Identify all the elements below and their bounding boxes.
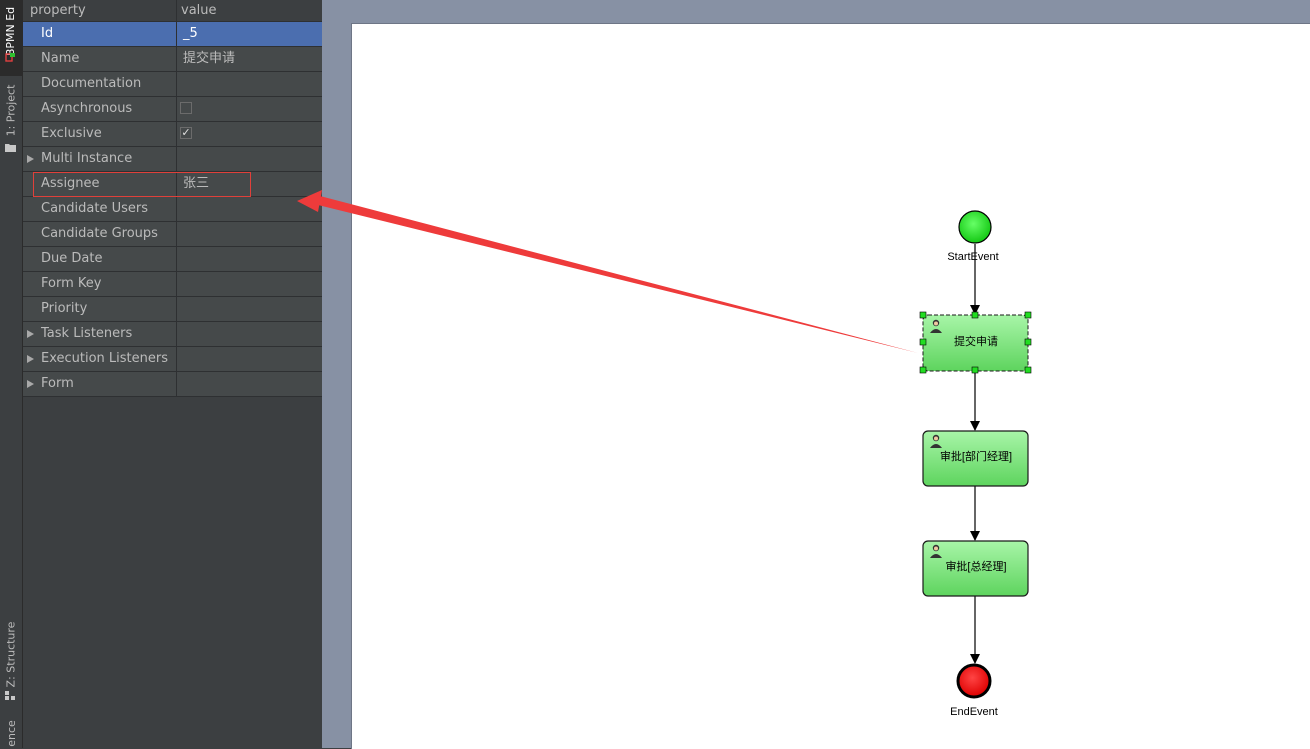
tab-structure[interactable]: Z: Structure bbox=[0, 618, 22, 704]
tool-window-strip: BPMN Ed 1: Project Z: Structure ence bbox=[0, 0, 23, 748]
structure-icon bbox=[5, 691, 15, 700]
property-name: Asynchronous bbox=[41, 101, 133, 116]
property-row-exclusive[interactable]: Exclusive ✓ bbox=[23, 122, 322, 147]
header-property: property bbox=[30, 3, 86, 18]
property-row-due-date[interactable]: Due Date bbox=[23, 247, 322, 272]
property-value-execution-listeners bbox=[176, 347, 323, 371]
property-value-assignee[interactable]: 张三 bbox=[176, 172, 323, 196]
bpmn-icon bbox=[5, 53, 15, 62]
task-general-manager-approval[interactable]: 审批[总经理] bbox=[922, 540, 1029, 597]
task-dept-manager-approval[interactable]: 审批[部门经理] bbox=[922, 430, 1029, 487]
property-name: Name bbox=[41, 51, 80, 66]
property-row-name[interactable]: Name 提交申请 bbox=[23, 47, 322, 72]
property-name: Form Key bbox=[41, 276, 102, 291]
expand-arrow-icon[interactable] bbox=[27, 355, 34, 363]
property-row-multi-instance[interactable]: Multi Instance bbox=[23, 147, 322, 172]
properties-header: property value bbox=[23, 0, 322, 22]
header-value: value bbox=[176, 0, 323, 21]
property-row-form[interactable]: Form bbox=[23, 372, 322, 397]
tab-project[interactable]: 1: Project bbox=[0, 80, 22, 154]
property-value-exclusive: ✓ bbox=[176, 122, 323, 146]
selection-handles[interactable] bbox=[919, 311, 1032, 374]
property-value-task-listeners bbox=[176, 322, 323, 346]
property-name: Exclusive bbox=[41, 126, 102, 141]
property-name: Priority bbox=[41, 301, 88, 316]
start-event-label: StartEvent bbox=[947, 251, 998, 263]
end-event[interactable] bbox=[956, 663, 992, 699]
property-row-candidate-users[interactable]: Candidate Users bbox=[23, 197, 322, 222]
property-value-form-key[interactable] bbox=[176, 272, 323, 296]
property-value-asynchronous bbox=[176, 97, 323, 121]
user-task-icon bbox=[930, 434, 942, 448]
end-event-label: EndEvent bbox=[950, 706, 998, 718]
property-name: Candidate Groups bbox=[41, 226, 158, 241]
task-submit-application[interactable]: 提交申请 bbox=[919, 311, 1032, 374]
property-row-candidate-groups[interactable]: Candidate Groups bbox=[23, 222, 322, 247]
property-row-priority[interactable]: Priority bbox=[23, 297, 322, 322]
expand-arrow-icon[interactable] bbox=[27, 155, 34, 163]
property-name: Execution Listeners bbox=[41, 351, 169, 366]
diagram-canvas[interactable] bbox=[351, 23, 1310, 749]
property-name: Candidate Users bbox=[41, 201, 148, 216]
property-row-task-listeners[interactable]: Task Listeners bbox=[23, 322, 322, 347]
property-row-form-key[interactable]: Form Key bbox=[23, 272, 322, 297]
property-row-id[interactable]: Id _5 bbox=[23, 22, 323, 47]
exclusive-checkbox[interactable]: ✓ bbox=[180, 126, 192, 139]
property-value-documentation[interactable] bbox=[176, 72, 323, 96]
property-name: Documentation bbox=[41, 76, 142, 91]
task-label: 审批[部门经理] bbox=[940, 449, 1012, 463]
property-name: Due Date bbox=[41, 251, 103, 266]
task-label: 提交申请 bbox=[954, 334, 998, 348]
property-row-asynchronous[interactable]: Asynchronous bbox=[23, 97, 322, 122]
property-name: Id bbox=[41, 26, 54, 41]
property-name: Multi Instance bbox=[41, 151, 133, 166]
user-task-icon bbox=[930, 544, 942, 558]
annotation-arrow bbox=[297, 190, 918, 353]
tab-bpmn-editor[interactable]: BPMN Ed bbox=[0, 0, 22, 76]
properties-panel: property value Id _5 Name 提交申请 Documenta… bbox=[23, 0, 323, 748]
property-name: Task Listeners bbox=[41, 326, 133, 341]
property-value-id[interactable]: _5 bbox=[176, 22, 323, 46]
property-value-candidate-groups[interactable] bbox=[176, 222, 323, 246]
property-name: Form bbox=[41, 376, 74, 391]
asynchronous-checkbox[interactable] bbox=[180, 102, 192, 114]
task-label: 审批[总经理] bbox=[945, 559, 1006, 573]
property-value-form bbox=[176, 372, 323, 396]
user-task-icon bbox=[930, 319, 942, 333]
property-value-candidate-users[interactable] bbox=[176, 197, 323, 221]
property-row-execution-listeners[interactable]: Execution Listeners bbox=[23, 347, 322, 372]
start-event[interactable] bbox=[958, 210, 992, 244]
property-name: Assignee bbox=[41, 176, 100, 191]
property-value-multi-instance bbox=[176, 147, 323, 171]
property-value-name[interactable]: 提交申请 bbox=[176, 47, 323, 71]
property-value-due-date[interactable] bbox=[176, 247, 323, 271]
expand-arrow-icon[interactable] bbox=[27, 330, 34, 338]
folder-icon bbox=[5, 144, 16, 152]
property-value-priority[interactable] bbox=[176, 297, 323, 321]
expand-arrow-icon[interactable] bbox=[27, 380, 34, 388]
property-row-documentation[interactable]: Documentation bbox=[23, 72, 322, 97]
